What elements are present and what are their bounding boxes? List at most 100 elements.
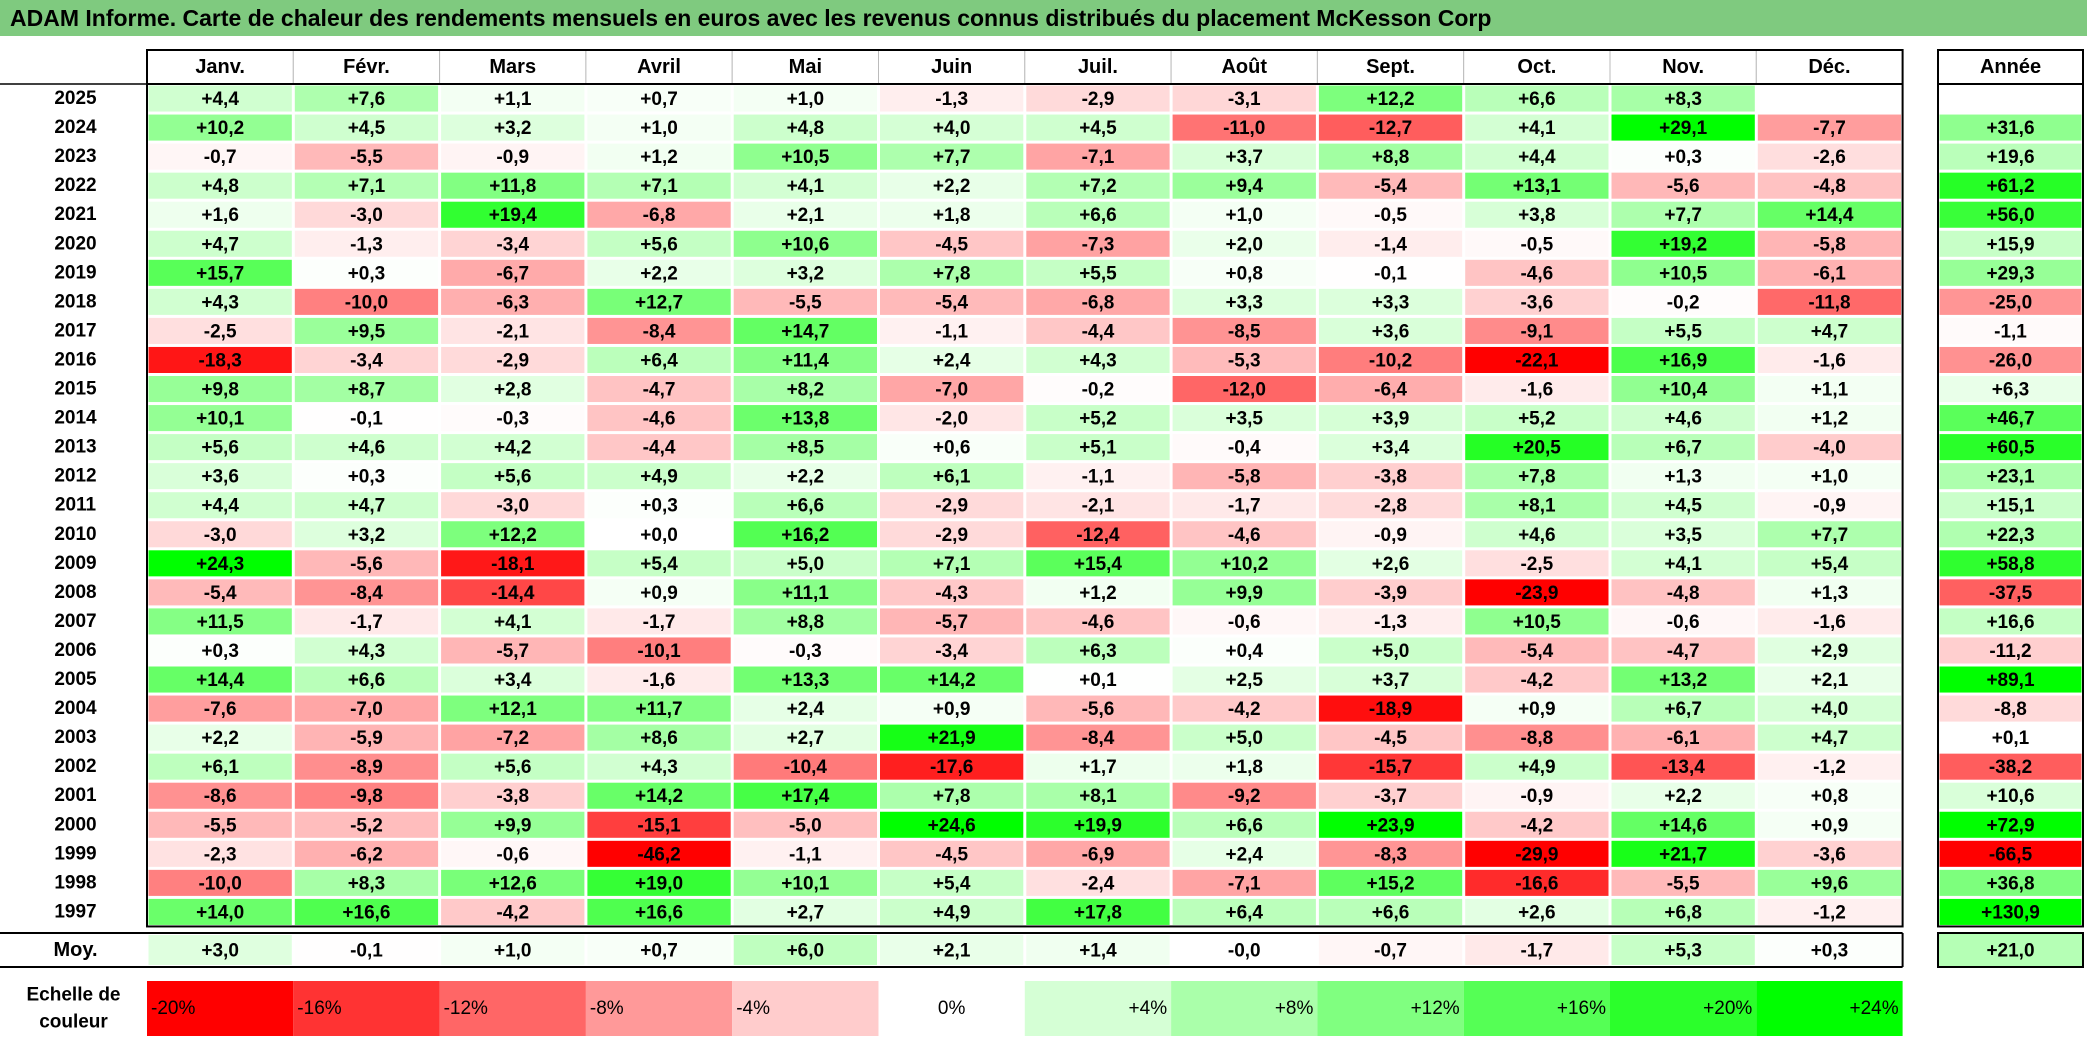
cell-value: +2,2	[1664, 786, 1702, 807]
heatmap-cell	[587, 579, 731, 606]
cell-value: -5,4	[1520, 641, 1553, 662]
cell-value: -0,7	[204, 147, 237, 168]
heatmap-cell	[1757, 405, 1902, 432]
heatmap-cell	[1172, 579, 1316, 606]
year-label: 2009	[54, 553, 96, 574]
heatmap-cell	[1318, 666, 1463, 693]
cell-value: +2,5	[1225, 670, 1263, 691]
cell-value: +14,2	[928, 670, 976, 691]
cell-value: -4,5	[935, 844, 968, 865]
cell-value: -0,2	[1667, 292, 1700, 313]
heatmap-cell	[1757, 753, 1902, 780]
heatmap-cell	[1757, 521, 1902, 548]
heatmap-cell	[880, 85, 1024, 112]
heatmap-cell	[1026, 753, 1170, 780]
annual-cell	[1939, 782, 2082, 809]
cell-value: -5,6	[1082, 699, 1115, 720]
month-header: Janv.	[195, 56, 245, 78]
month-header-cell	[1024, 49, 1172, 85]
cell-value: +6,7	[1664, 438, 1702, 459]
heatmap-cell	[1757, 463, 1902, 490]
cell-value: +2,8	[494, 380, 532, 401]
heatmap-cell	[441, 550, 585, 577]
cell-value: +10,5	[1659, 263, 1708, 284]
heatmap-cell	[441, 579, 585, 606]
year-label: 2002	[54, 756, 96, 777]
heatmap-cell	[1026, 434, 1170, 461]
month-header: Sept.	[1366, 56, 1415, 78]
cell-value: +7,8	[933, 263, 971, 284]
cell-value: +1,8	[933, 205, 971, 226]
cell-value: +5,4	[1811, 554, 1849, 575]
heatmap-cell	[1318, 869, 1463, 896]
heatmap-cell	[148, 143, 292, 170]
cell-value: +29,1	[1659, 118, 1708, 139]
cell-value: -6,9	[1082, 844, 1115, 865]
cell-value: -4,6	[1520, 263, 1553, 284]
cell-value: -2,9	[496, 350, 529, 371]
heatmap-cell	[1026, 898, 1170, 925]
average-value: -1,7	[1520, 941, 1553, 962]
heatmap-cell	[1465, 579, 1609, 606]
average-cell	[1026, 935, 1170, 965]
cell-value: +7,1	[348, 176, 386, 197]
cell-value: -6,2	[350, 844, 383, 865]
cell-value: +7,1	[933, 554, 971, 575]
heatmap-cell	[587, 695, 731, 722]
cell-value: +3,9	[1372, 409, 1410, 430]
heatmap-cell	[441, 695, 585, 722]
heatmap-cell	[733, 666, 877, 693]
cell-value: +4,7	[201, 234, 239, 255]
cell-value: +6,6	[348, 670, 386, 691]
scale-label: Echelle de	[27, 985, 121, 1006]
annual-cell	[1939, 753, 2082, 780]
annual-value: +61,2	[1986, 176, 2034, 197]
heatmap-cell	[1026, 317, 1170, 344]
heatmap-cell	[1465, 608, 1609, 635]
cell-value: +4,5	[1079, 118, 1117, 139]
cell-value: -2,1	[496, 321, 529, 342]
cell-value: -7,0	[935, 380, 968, 401]
year-label: 1997	[54, 901, 96, 922]
annual-cell	[1939, 637, 2082, 664]
average-label: Moy.	[53, 939, 97, 961]
heatmap-cell	[294, 550, 439, 577]
cell-value: +3,5	[1664, 525, 1702, 546]
heatmap-cell	[1318, 608, 1463, 635]
cell-value: +8,1	[1518, 496, 1556, 517]
cell-value: -1,7	[1228, 496, 1261, 517]
cell-value: +6,3	[1079, 641, 1117, 662]
cell-value: +13,3	[781, 670, 829, 691]
cell-value: +3,3	[1225, 292, 1263, 313]
cell-value: -1,4	[1374, 234, 1407, 255]
heatmap-cell	[441, 463, 585, 490]
cell-value: -4,6	[1082, 612, 1115, 633]
year-label: 1998	[54, 872, 96, 893]
annual-cell	[1939, 230, 2082, 257]
heatmap-cell	[880, 288, 1024, 315]
average-annual-value: +21,0	[1986, 941, 2034, 962]
heatmap-cell	[733, 492, 877, 519]
cell-value: -10,1	[637, 641, 681, 662]
cell-value: -7,0	[350, 699, 383, 720]
cell-value: -0,1	[1374, 263, 1407, 284]
annual-value: +72,9	[1986, 815, 2034, 836]
cell-value: -12,4	[1076, 525, 1120, 546]
cell-value: +4,4	[1518, 147, 1556, 168]
heatmap-cell	[880, 521, 1024, 548]
average-cell	[294, 935, 439, 965]
heatmap-cell	[441, 898, 585, 925]
heatmap-cell	[880, 376, 1024, 403]
heatmap-cell	[294, 288, 439, 315]
heatmap-cell	[1465, 898, 1609, 925]
heatmap-cell	[587, 724, 731, 751]
heatmap-cell	[1611, 521, 1755, 548]
heatmap-cell	[1026, 492, 1170, 519]
scale-swatch	[1610, 981, 1757, 1036]
annual-cell	[1939, 695, 2082, 722]
cell-value: -2,0	[935, 409, 968, 430]
cell-value: +5,5	[1664, 321, 1702, 342]
heatmap-cell	[441, 346, 585, 373]
heatmap-cell	[1172, 898, 1316, 925]
heatmap-cell	[1026, 346, 1170, 373]
